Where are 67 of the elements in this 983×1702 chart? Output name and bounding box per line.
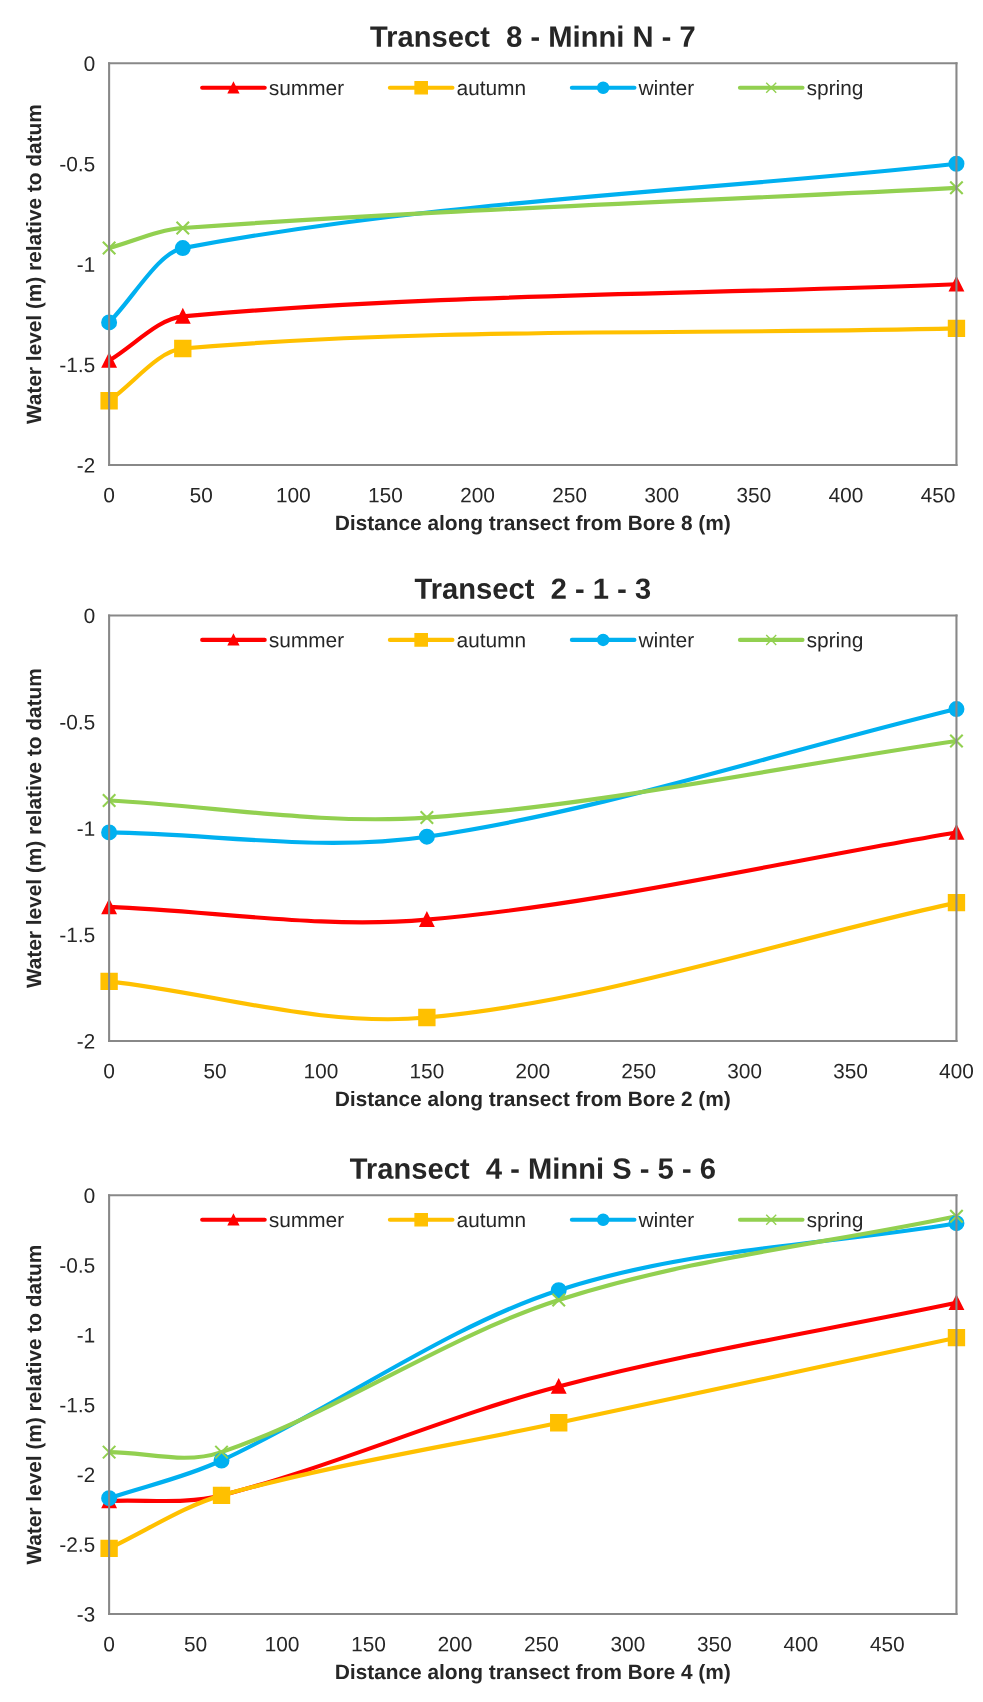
- legend-label: winter: [638, 1211, 694, 1228]
- x-tick-label: 150: [352, 1636, 386, 1652]
- x-tick-label: 450: [870, 1636, 904, 1652]
- x-tick-label: 350: [697, 1636, 731, 1652]
- legend-label: winter: [638, 79, 694, 96]
- x-axis-title: Distance along transect from Bore 8 (m): [336, 514, 730, 535]
- x-tick-label: 0: [104, 1636, 115, 1652]
- legend-label: autumn: [457, 633, 525, 648]
- legend-label: autumn: [457, 1213, 525, 1228]
- x-tick-label: 150: [369, 487, 402, 503]
- x-tick-label: 0: [104, 1063, 115, 1079]
- y-tick-label: -1: [77, 257, 95, 272]
- legend-label: summer: [269, 1215, 344, 1228]
- x-tick-label: 250: [525, 1636, 558, 1652]
- y-axis-title: Water level (m) relative to datum: [26, 669, 46, 989]
- y-tick-label: -1: [77, 1328, 95, 1343]
- y-tick-label: -2: [77, 1467, 95, 1482]
- x-tick-label: 200: [516, 1063, 550, 1079]
- x-tick-label: 250: [553, 487, 587, 503]
- x-tick-label: 450: [921, 487, 955, 503]
- y-tick-label: -2.5: [60, 1537, 95, 1552]
- y-tick-label: -0.5: [60, 1258, 95, 1273]
- y-tick-label: -1.5: [60, 927, 95, 943]
- y-tick-label: -0.5: [60, 156, 95, 172]
- x-tick-label: 50: [204, 1063, 226, 1079]
- x-tick-label: 300: [645, 487, 679, 503]
- x-tick-label: 150: [411, 1063, 444, 1079]
- legend-label: summer: [269, 83, 344, 96]
- y-tick-label: 0: [84, 1188, 95, 1204]
- x-tick-label: 350: [737, 487, 771, 503]
- x-tick-label: 50: [184, 1636, 207, 1652]
- x-tick-label: 350: [833, 1063, 868, 1079]
- y-tick-label: -1.5: [60, 1397, 95, 1413]
- y-axis-title: Water level (m) relative to datum: [26, 1245, 46, 1565]
- x-tick-label: 100: [266, 1636, 299, 1652]
- x-tick-label: 300: [611, 1636, 645, 1652]
- y-tick-label: -1.5: [60, 357, 95, 373]
- legend-label: summer: [269, 636, 344, 648]
- legend-label: autumn: [457, 81, 525, 96]
- legend-label: winter: [638, 632, 694, 648]
- chart-title: Transect 2 - 1 - 3: [414, 578, 651, 600]
- x-tick-label: 50: [190, 487, 212, 503]
- y-tick-label: -2: [77, 457, 95, 473]
- x-axis-title: Distance along transect from Bore 4 (m): [336, 1663, 730, 1684]
- legend-label: spring: [807, 632, 863, 652]
- y-tick-label: 0: [84, 608, 95, 624]
- y-axis-title: Water level (m) relative to datum: [26, 105, 46, 425]
- y-tick-label: -2: [77, 1033, 95, 1049]
- x-tick-label: 300: [728, 1063, 762, 1079]
- x-tick-label: 0: [104, 487, 115, 503]
- x-axis-title: Distance along transect from Bore 2 (m): [336, 1090, 730, 1111]
- y-tick-label: 0: [84, 56, 95, 72]
- chart-title: Transect 8 - Minni N - 7: [370, 25, 695, 47]
- x-tick-label: 100: [305, 1063, 338, 1079]
- y-tick-label: -0.5: [60, 714, 95, 730]
- legend-label: spring: [807, 79, 863, 100]
- x-tick-label: 250: [622, 1063, 656, 1079]
- y-tick-label: -3: [77, 1607, 95, 1622]
- x-tick-label: 400: [783, 1636, 818, 1652]
- y-tick-label: -1: [77, 821, 95, 836]
- x-tick-label: 200: [438, 1636, 472, 1652]
- x-tick-label: 100: [277, 487, 310, 503]
- x-tick-label: 200: [461, 487, 495, 503]
- x-tick-label: 400: [939, 1063, 974, 1079]
- x-tick-label: 400: [829, 487, 863, 503]
- legend-label: spring: [807, 1211, 863, 1232]
- chart-title: Transect 4 - Minni S - 5 - 6: [349, 1157, 715, 1179]
